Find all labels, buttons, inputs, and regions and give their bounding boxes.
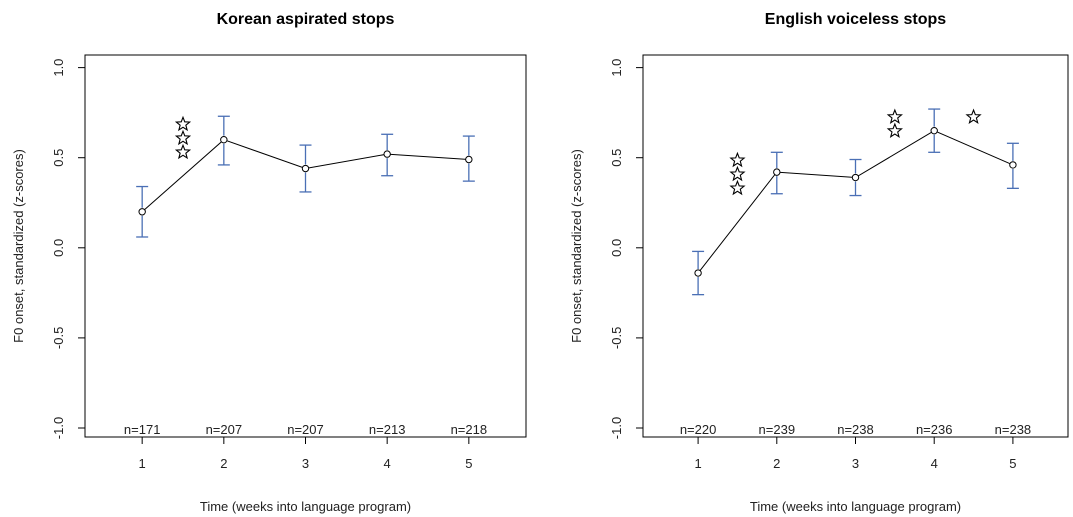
y-tick-label: 0.0: [51, 239, 66, 257]
n-label: n=213: [369, 422, 406, 437]
significance-star-icon: [965, 108, 982, 124]
chart-panel-2: English voiceless stops Time (weeks into …: [569, 11, 1069, 514]
series-line: [697, 130, 1014, 274]
significance-star-icon: [729, 165, 746, 182]
significance-star-icon: [729, 179, 746, 196]
data-point: [220, 135, 228, 144]
data-point: [694, 269, 702, 277]
y-tick-label: -0.5: [51, 327, 66, 349]
x-tick-label: 4: [931, 456, 938, 471]
y-axis-label: F0 onset, standardized (z-scores): [569, 149, 584, 343]
y-tick-label: -0.5: [609, 327, 624, 349]
n-label: n=171: [124, 422, 161, 437]
error-bar: [692, 250, 705, 296]
significance-star-icon: [729, 151, 746, 168]
chart-title: Korean aspirated stops: [217, 11, 395, 28]
y-tick-label: 0.5: [51, 149, 66, 167]
error-bar: [217, 115, 230, 166]
data-point: [1009, 161, 1017, 169]
error-bar: [462, 135, 475, 182]
y-tick-label: -1.0: [609, 417, 624, 439]
x-tick-label: 1: [694, 456, 701, 471]
significance-star-icon: [886, 108, 903, 124]
x-axis-label: Time (weeks into language program): [200, 499, 411, 514]
y-tick-label: 0.0: [609, 239, 624, 257]
chart-title: English voiceless stops: [765, 11, 947, 28]
x-tick-label: 4: [384, 456, 391, 471]
n-label: n=238: [837, 422, 874, 437]
error-bar: [299, 144, 312, 193]
n-label: n=239: [759, 422, 796, 437]
error-bar: [1006, 142, 1019, 189]
x-tick-label: 2: [220, 456, 227, 471]
significance-star-icon: [886, 122, 903, 138]
chart-panel-1: Korean aspirated stops Time (weeks into l…: [11, 11, 527, 514]
error-bar: [928, 108, 941, 153]
data-point: [851, 173, 860, 182]
x-tick-label: 3: [302, 456, 309, 471]
n-label: n=236: [916, 422, 953, 437]
x-axis-label: Time (weeks into language program): [750, 499, 961, 514]
y-tick-label: 0.5: [609, 149, 624, 167]
plot-frame: [84, 54, 527, 438]
error-bar: [381, 133, 394, 177]
n-label: n=238: [995, 422, 1032, 437]
data-point: [383, 150, 391, 158]
x-tick-label: 5: [465, 456, 472, 471]
error-bar: [849, 158, 862, 197]
data-point: [301, 164, 310, 173]
data-point: [465, 155, 473, 164]
significance-star-icon: [174, 115, 192, 132]
y-tick-label: 1.0: [609, 59, 624, 77]
y-tick-label: 1.0: [51, 59, 66, 77]
significance-star-icon: [174, 129, 192, 146]
data-point: [773, 168, 781, 176]
x-tick-label: 3: [852, 456, 859, 471]
x-tick-label: 2: [773, 456, 780, 471]
x-tick-label: 1: [139, 456, 146, 471]
error-bar: [770, 151, 783, 195]
plot-frame: [642, 54, 1069, 438]
y-tick-label: -1.0: [51, 417, 66, 439]
error-bar: [136, 185, 149, 238]
y-axis-label: F0 onset, standardized (z-scores): [11, 149, 26, 343]
significance-star-icon: [174, 143, 192, 160]
data-point: [930, 126, 938, 135]
n-label: n=220: [680, 422, 717, 437]
n-label: n=207: [206, 422, 243, 437]
x-tick-label: 5: [1009, 456, 1016, 471]
n-label: n=218: [451, 422, 488, 437]
n-label: n=207: [287, 422, 324, 437]
data-point: [138, 208, 146, 216]
